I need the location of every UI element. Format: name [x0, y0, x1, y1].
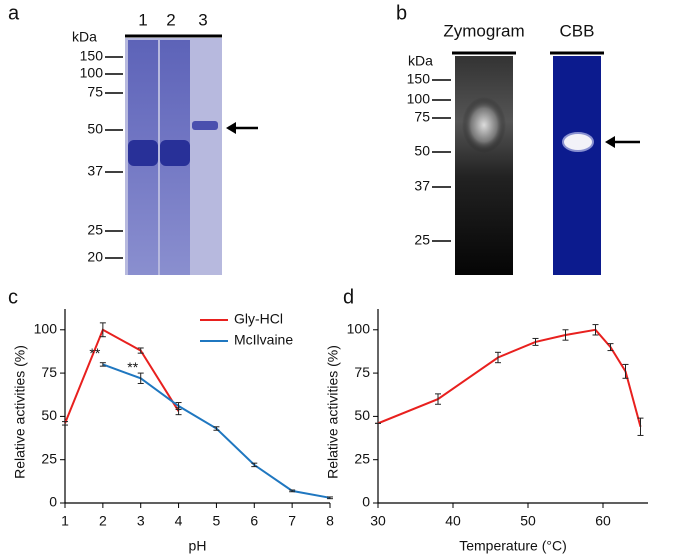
marker-label: 20 [87, 249, 103, 265]
x-tick-label: 40 [445, 513, 461, 529]
y-tick-label: 0 [362, 494, 370, 510]
series-line [102, 363, 331, 499]
y-tick-label: 0 [49, 494, 57, 510]
error-bar [213, 426, 220, 431]
marker-label: 100 [80, 65, 104, 81]
marker-label: 25 [414, 232, 430, 248]
lane-label: 1 [138, 10, 147, 29]
error-bar [137, 347, 144, 354]
lane-label: 3 [198, 10, 207, 29]
y-axis-label: Relative activities (%) [325, 345, 341, 479]
marker-label: 50 [414, 143, 430, 159]
marker-label: 75 [87, 84, 103, 100]
gel-band [160, 140, 190, 166]
series-line [377, 328, 642, 428]
x-tick-label: 6 [250, 513, 258, 529]
x-axis-label: Temperature (°C) [459, 538, 567, 554]
marker-label: 37 [87, 163, 103, 179]
error-bar [607, 343, 614, 352]
arrow-head [226, 122, 236, 134]
arrow-head [605, 136, 615, 148]
y-tick-label: 75 [354, 364, 370, 380]
error-bar [289, 489, 296, 493]
error-bar [62, 421, 68, 426]
marker-label: 75 [414, 109, 430, 125]
y-tick-label: 50 [354, 407, 370, 423]
error-bar [637, 417, 644, 436]
marker-label: 50 [87, 121, 103, 137]
unit-label: kDa [72, 29, 97, 45]
x-tick-label: 60 [595, 513, 611, 529]
x-axis-label: pH [189, 538, 207, 554]
panel-letter: d [343, 286, 354, 308]
lane-label: 2 [166, 10, 175, 29]
gel-band [562, 132, 594, 152]
panel-letter: c [8, 286, 18, 308]
lane-label: CBB [560, 21, 595, 40]
error-bar [592, 324, 599, 336]
marker-label: 100 [407, 91, 431, 107]
legend-label: Gly-HCl [234, 311, 283, 327]
marker-label: 150 [80, 48, 104, 64]
x-tick-label: 50 [520, 513, 536, 529]
marker-label: 37 [414, 178, 430, 194]
error-bar [99, 362, 106, 367]
x-tick-label: 5 [213, 513, 221, 529]
gel-band [192, 121, 218, 130]
y-tick-label: 25 [354, 450, 370, 466]
x-tick-label: 2 [99, 513, 107, 529]
y-tick-label: 100 [347, 320, 371, 336]
annotation: ** [127, 359, 138, 375]
error-bar [622, 363, 629, 379]
error-bar [435, 393, 441, 405]
error-bar [495, 351, 501, 364]
annotation: ** [89, 345, 100, 361]
y-axis-label: Relative activities (%) [12, 345, 28, 479]
y-tick-label: 50 [41, 407, 57, 423]
error-bar [251, 462, 258, 468]
error-bar [562, 329, 569, 341]
panel-letter: a [8, 2, 20, 24]
x-tick-label: 8 [326, 513, 334, 529]
error-bar [137, 372, 144, 384]
x-tick-label: 4 [175, 513, 183, 529]
series-line [64, 328, 180, 424]
legend-label: McIlvaine [234, 332, 293, 348]
gel-cbb [553, 56, 601, 275]
unit-label: kDa [408, 53, 433, 69]
gel-band [128, 140, 158, 166]
marker-label: 25 [87, 222, 103, 238]
gel-zymogram [455, 56, 513, 275]
error-bar [175, 402, 182, 410]
gel-band [462, 97, 506, 153]
y-tick-label: 100 [34, 320, 58, 336]
error-bar [532, 337, 539, 346]
marker-label: 150 [407, 71, 431, 87]
x-tick-label: 7 [288, 513, 296, 529]
error-bar [327, 496, 333, 500]
lane-label: Zymogram [443, 21, 524, 40]
y-tick-label: 75 [41, 364, 57, 380]
y-tick-label: 25 [41, 450, 57, 466]
x-tick-label: 3 [137, 513, 145, 529]
error-bar [99, 322, 106, 338]
x-tick-label: 30 [370, 513, 386, 529]
x-tick-label: 1 [61, 513, 69, 529]
panel-letter: b [396, 2, 407, 24]
